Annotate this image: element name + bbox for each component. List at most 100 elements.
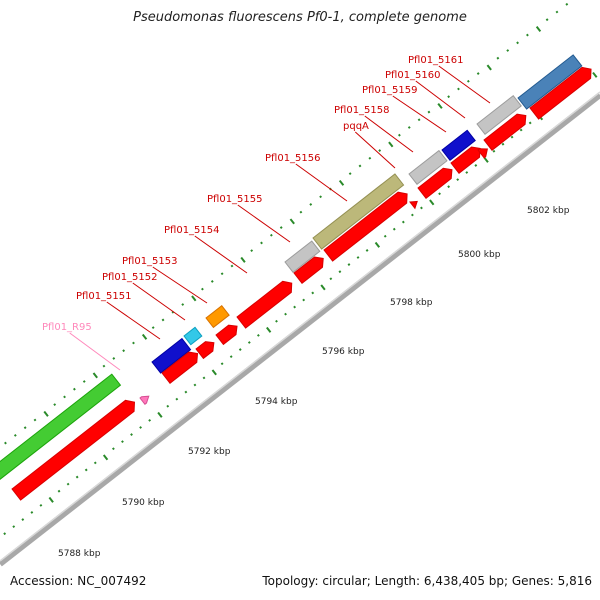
upper-tick [348,172,352,176]
cds-red-2 [161,351,199,384]
genome-summary: Topology: circular; Length: 6,438,405 bp… [262,574,592,588]
lower-tick [474,164,478,167]
upper-tick [102,364,106,368]
gene-label-pfl01_5159[interactable]: Pfl01_5159 [362,85,418,96]
lower-tick [401,220,405,224]
label-leader-line [438,65,491,104]
lower-tick [284,312,287,316]
upper-tick [82,380,86,383]
lower-tick [510,135,514,139]
upper-tick [33,418,37,422]
lower-tick [39,503,43,507]
lower-tick [383,234,387,238]
lower-tick [193,383,197,387]
upper-tick [486,64,492,71]
label-leader-line [132,282,186,321]
lower-tick [483,156,489,163]
lower-tick [111,447,115,451]
upper-tick [397,133,401,137]
gene-label-pfl01_5161[interactable]: Pfl01_5161 [408,55,464,66]
gene-label-pfl01_5160[interactable]: Pfl01_5160 [385,70,441,81]
upper-tick [309,203,313,206]
cds-red-4 [215,324,238,346]
upper-tick [299,210,303,214]
cds-pqqA-marker [409,200,418,210]
lower-tick [48,496,54,503]
lower-tick [211,369,217,376]
gene-label-pfl01_r95[interactable]: Pfl01_R95 [42,322,92,333]
label-leader-line [295,163,348,202]
cds-red-5 [236,280,293,329]
lower-tick [139,426,142,429]
upper-tick [565,2,569,6]
lower-tick [256,333,260,337]
feature-gray-gene-5158 [408,149,448,185]
cds-red-10 [483,113,527,151]
feature-orange-gene-5153 [205,304,230,329]
label-leader-line [415,80,466,119]
label-leader-line [354,131,396,169]
genome-backbone-highlight [0,91,600,562]
upper-tick [506,49,510,52]
lower-tick [356,256,360,259]
lower-tick [84,468,88,472]
upper-tick [201,287,204,291]
upper-tick [72,387,76,391]
lower-tick [30,511,34,514]
scale-label: 5796 kbp [322,347,365,357]
feature-gray-gene-5155 [284,240,321,273]
feature-green-gene [0,373,122,480]
upper-tick [63,395,66,399]
lower-tick [438,192,441,196]
lower-tick [320,284,326,291]
upper-tick [13,433,17,437]
gene-label-pfl01_5153[interactable]: Pfl01_5153 [122,256,178,267]
label-leader-line [392,95,447,133]
upper-tick [279,226,283,229]
gene-label-pfl01_5156[interactable]: Pfl01_5156 [265,153,321,164]
feature-olive-gene-5156 [312,173,405,250]
upper-tick [151,326,155,330]
upper-tick [230,264,234,268]
upper-tick [388,141,394,148]
lower-tick [275,319,278,323]
lower-tick [102,454,109,461]
cds-red-1 [11,399,136,501]
lower-tick [311,291,315,295]
lower-tick [592,71,598,78]
upper-tick [516,41,519,45]
upper-tick [427,110,431,114]
gene-label-pfl01_5155[interactable]: Pfl01_5155 [207,194,263,205]
lower-tick [12,525,16,529]
lower-tick [329,277,333,281]
lower-tick [184,390,188,394]
lower-tick [293,305,297,309]
upper-tick [240,256,246,263]
gene-label-pfl01_5154[interactable]: Pfl01_5154 [164,225,220,236]
lower-tick [157,411,163,418]
accession-text: Accession: NC_007492 [10,574,147,588]
features [0,54,592,501]
gene-label-pqqa[interactable]: pqqA [343,121,369,132]
scale-label: 5800 kbp [458,250,501,260]
gene-label-pfl01_5158[interactable]: Pfl01_5158 [334,105,390,116]
upper-tick [191,295,197,302]
upper-tick [210,280,214,283]
gene-label-pfl01_5152[interactable]: Pfl01_5152 [102,272,158,283]
cds-red-6 [293,256,324,284]
lower-tick [492,149,496,153]
cds-red-7 [323,191,408,262]
gene-label-pfl01_5151[interactable]: Pfl01_5151 [76,291,132,302]
upper-tick [53,403,57,407]
upper-tick [476,72,480,75]
lower-tick [148,418,152,422]
lower-tick [247,341,251,344]
scale-label: 5802 kbp [527,206,570,216]
upper-tick [319,195,323,199]
upper-tick [220,272,224,276]
scale-label: 5792 kbp [188,447,231,457]
lower-tick [238,348,242,351]
upper-tick [181,303,185,306]
lower-tick [465,171,469,174]
